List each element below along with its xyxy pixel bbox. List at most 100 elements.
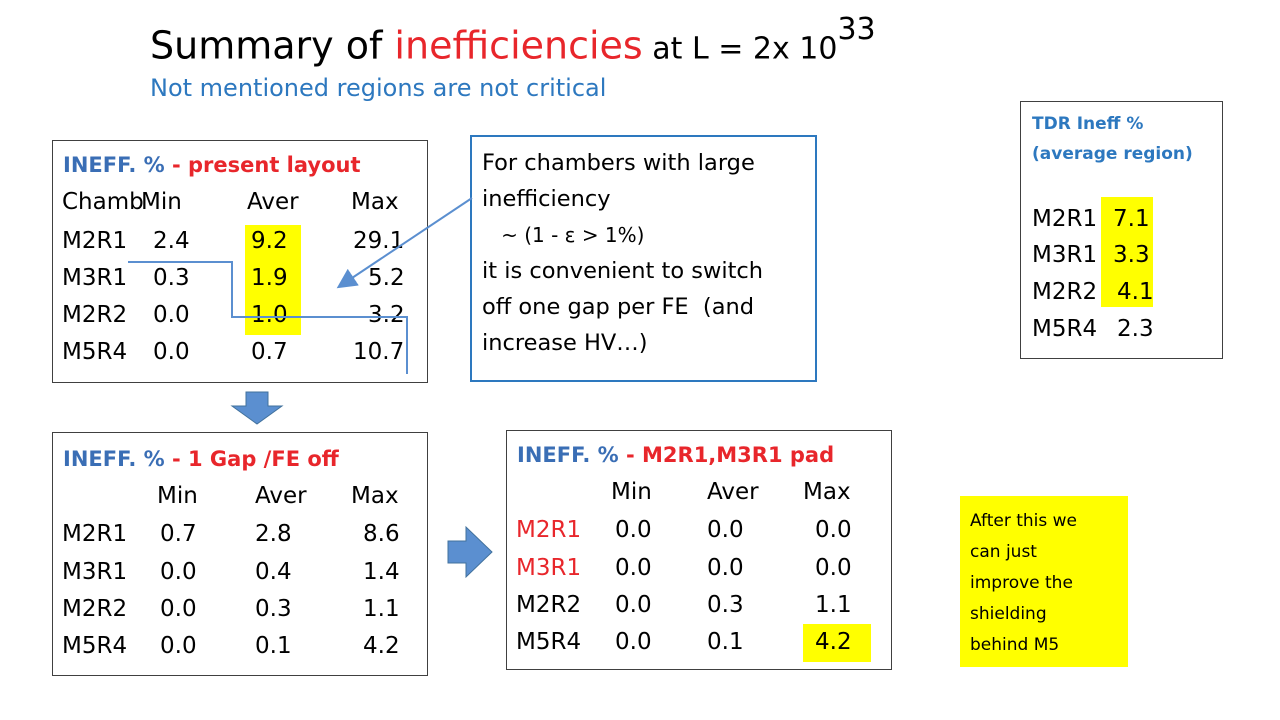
row-max: 4.2	[363, 633, 400, 659]
callout-line: inefficiency	[482, 186, 611, 212]
row-name: M5R4	[62, 633, 128, 659]
title-highlight: inefficiencies	[394, 23, 643, 68]
row-max: 8.6	[363, 521, 400, 547]
col-aver: Aver	[707, 479, 759, 505]
row-name: M2R2	[516, 592, 582, 618]
note-line: After this we	[970, 511, 1078, 531]
row-aver: 0.0	[707, 555, 744, 581]
header-prefix: INEFF. %	[63, 447, 165, 471]
row-max: 5.2	[368, 265, 405, 291]
note-line: can just	[970, 542, 1037, 562]
callout-line: it is convenient to switch	[482, 258, 764, 284]
col-min: Min	[611, 479, 652, 505]
tdr-row-value: 3.3	[1113, 242, 1150, 268]
row-max: 0.0	[815, 555, 852, 581]
row-aver: 0.1	[255, 633, 292, 659]
row-name: M2R1	[62, 521, 128, 547]
row-min: 0.0	[615, 592, 652, 618]
row-min: 0.0	[160, 596, 197, 622]
row-min: 0.0	[153, 339, 190, 365]
gap-off-header: INEFF. % - 1 Gap /FE off	[63, 447, 339, 471]
row-min: 0.0	[615, 629, 652, 655]
row-aver: 1.0	[251, 302, 288, 328]
row-name: M2R2	[62, 302, 128, 328]
col-min: Min	[157, 483, 198, 509]
tdr-row-value: 2.3	[1117, 316, 1154, 342]
row-max: 1.1	[363, 596, 400, 622]
col-max: Max	[803, 479, 851, 505]
row-min: 0.7	[160, 521, 197, 547]
row-aver: 2.8	[255, 521, 292, 547]
tdr-label: (average region)	[1032, 144, 1193, 164]
row-name: M5R4	[62, 339, 128, 365]
row-aver: 0.0	[707, 517, 744, 543]
note-line: behind M5	[970, 635, 1060, 655]
title-suffix: at L = 2x 10	[642, 31, 838, 67]
tdr-row-name: M5R4	[1032, 316, 1098, 342]
tdr-row-value: 4.1	[1117, 279, 1154, 305]
row-min: 2.4	[153, 228, 190, 254]
callout-line: ~ (1 - ε > 1%)	[482, 223, 645, 247]
row-name: M3R1	[62, 559, 128, 585]
row-max: 4.2	[815, 629, 852, 655]
right-arrow-icon	[447, 525, 493, 579]
present-layout-header: INEFF. % - present layout	[63, 153, 361, 177]
note-line: shielding	[970, 604, 1047, 624]
col-aver: Aver	[255, 483, 307, 509]
row-min: 0.0	[153, 302, 190, 328]
tdr-row-value: 7.1	[1113, 206, 1150, 232]
row-min: 0.0	[615, 517, 652, 543]
header-label: - M2R1,M3R1 pad	[618, 443, 835, 467]
row-name: M2R2	[62, 596, 128, 622]
row-min: 0.0	[160, 633, 197, 659]
header-prefix: INEFF. %	[63, 153, 165, 177]
row-name: M3R1	[62, 265, 128, 291]
col-min: Min	[141, 189, 182, 215]
row-aver: 0.3	[255, 596, 292, 622]
title-exponent: 33	[837, 12, 876, 47]
header-label: - present layout	[164, 153, 361, 177]
gap-off-table: INEFF. % - 1 Gap /FE off Min Aver Max M2…	[52, 432, 428, 676]
tdr-row-name: M2R1	[1032, 206, 1098, 232]
row-min: 0.0	[160, 559, 197, 585]
tdr-row-name: M2R2	[1032, 279, 1098, 305]
note-line: improve the	[970, 573, 1073, 593]
connector-line	[128, 261, 408, 374]
tdr-box: TDR Ineff % (average region) M2R1 7.1 M3…	[1020, 101, 1223, 359]
shielding-note: After this we can just improve the shiel…	[960, 496, 1128, 667]
row-aver: 0.7	[251, 339, 288, 365]
row-min: 0.3	[153, 265, 190, 291]
col-max: Max	[351, 189, 399, 215]
row-aver: 1.9	[251, 265, 288, 291]
col-chamb: Chamb	[62, 189, 144, 215]
row-max: 10.7	[353, 339, 405, 365]
row-max: 3.2	[368, 302, 405, 328]
slide-title: Summary of inefficiencies at L = 2x 1033	[150, 12, 876, 68]
col-max: Max	[351, 483, 399, 509]
callout-line: For chambers with large	[482, 150, 755, 176]
present-layout-table: INEFF. % - present layout Chamb Min Aver…	[52, 140, 428, 383]
row-name: M2R1	[62, 228, 128, 254]
down-arrow-icon	[230, 391, 284, 425]
row-name: M3R1	[516, 555, 582, 581]
tdr-label: TDR Ineff %	[1032, 114, 1144, 134]
row-name: M2R1	[516, 517, 582, 543]
tdr-row-name: M3R1	[1032, 242, 1098, 268]
header-label: - 1 Gap /FE off	[164, 447, 339, 471]
slide-subtitle: Not mentioned regions are not critical	[150, 74, 607, 102]
row-aver: 0.1	[707, 629, 744, 655]
row-max: 1.4	[363, 559, 400, 585]
row-max: 0.0	[815, 517, 852, 543]
row-name: M5R4	[516, 629, 582, 655]
max-highlight	[803, 624, 871, 662]
pad-header: INEFF. % - M2R1,M3R1 pad	[517, 443, 834, 467]
header-prefix: INEFF. %	[517, 443, 619, 467]
row-min: 0.0	[615, 555, 652, 581]
callout-box: For chambers with large inefficiency ~ (…	[470, 135, 817, 382]
callout-line: off one gap per FE (and	[482, 294, 755, 320]
col-aver: Aver	[247, 189, 299, 215]
row-aver: 0.3	[707, 592, 744, 618]
row-aver: 0.4	[255, 559, 292, 585]
pad-table: INEFF. % - M2R1,M3R1 pad Min Aver Max M2…	[506, 430, 892, 670]
